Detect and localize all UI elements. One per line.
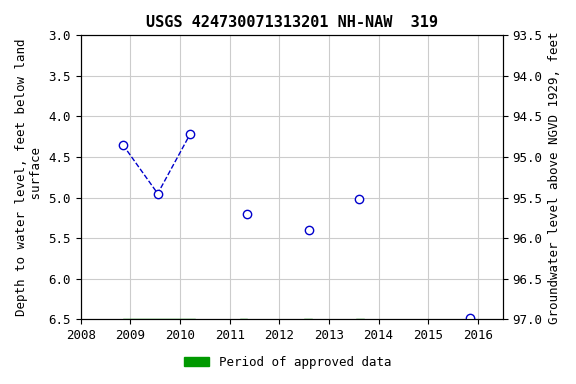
Legend: Period of approved data: Period of approved data <box>179 351 397 374</box>
Title: USGS 424730071313201 NH-NAW  319: USGS 424730071313201 NH-NAW 319 <box>146 15 438 30</box>
Y-axis label: Groundwater level above NGVD 1929, feet: Groundwater level above NGVD 1929, feet <box>548 31 561 324</box>
Y-axis label: Depth to water level, feet below land
 surface: Depth to water level, feet below land su… <box>15 39 43 316</box>
